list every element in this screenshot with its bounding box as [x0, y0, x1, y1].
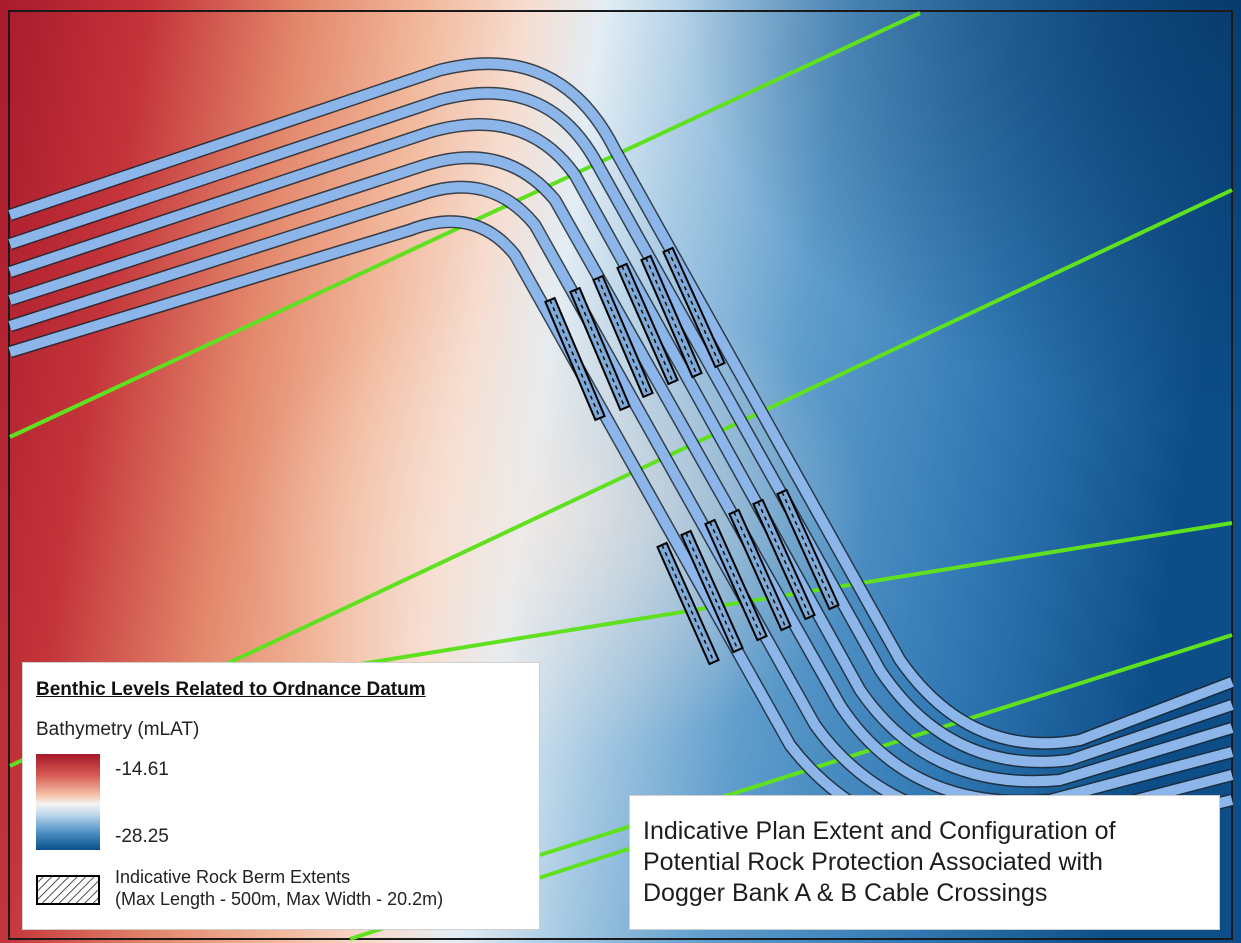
rock-berm-outline: [776, 488, 840, 611]
rock-berm-6: [662, 246, 726, 369]
rock-berm-outline: [662, 246, 726, 369]
legend-berm-line1: Indicative Rock Berm Extents: [115, 867, 351, 887]
rock-berm-hatch: [549, 299, 601, 419]
bathymetry-color-ramp: [36, 754, 100, 850]
rock-berm-hatch: [645, 257, 698, 376]
rock-berm-outline: [640, 254, 703, 379]
map-border: [8, 10, 1233, 940]
corridor-fill: [8, 119, 1234, 787]
rock-berm-5: [640, 254, 703, 379]
rock-berm-hatch: [709, 521, 763, 639]
legend-berm-line2: (Max Length - 500m, Max Width - 20.2m): [115, 889, 444, 909]
rock-berm-7: [656, 541, 720, 666]
cable-corridor-1: [7, 57, 1235, 750]
rock-berm-hatch: [685, 532, 739, 651]
rock-berm-outline: [704, 518, 768, 642]
rock-berm-4: [616, 262, 679, 386]
title-line-3: Dogger Bank A & B Cable Crossings: [643, 879, 1048, 907]
title-box: Indicative Plan Extent and Configuration…: [629, 795, 1220, 930]
rock-berm-hatch: [661, 544, 715, 663]
rock-berm-11: [752, 498, 816, 621]
legend-panel: Benthic Levels Related to Ordnance Datum…: [22, 662, 540, 930]
title-line-2: Potential Rock Protection Associated wit…: [643, 848, 1103, 876]
legend-heading: Benthic Levels Related to Ordnance Datum: [36, 679, 426, 700]
rock-berm-hatch: [597, 277, 649, 396]
rock-berm-outline: [616, 262, 679, 386]
rock-berm-12: [776, 488, 840, 611]
legend-berm-label: Indicative Rock Berm Extents (Max Length…: [115, 866, 443, 910]
rock-berm-3: [592, 274, 654, 399]
rock-berm-symbol-icon: [36, 875, 100, 905]
rock-berm-hatch: [781, 491, 835, 608]
rock-berm-outline: [728, 508, 792, 632]
title-text: Indicative Plan Extent and Configuration…: [643, 816, 1116, 909]
rock-berm-hatch: [733, 511, 787, 629]
rock-berm-1: [544, 296, 606, 422]
cable-corridor-2: [7, 86, 1235, 769]
corridor-fill: [8, 58, 1234, 749]
legend-min-value: -28.25: [115, 826, 169, 847]
rock-berm-hatch: [574, 289, 626, 409]
legend-max-value: -14.61: [115, 759, 169, 780]
rock-berms: [544, 246, 840, 666]
title-line-1: Indicative Plan Extent and Configuration…: [643, 817, 1116, 845]
rock-berm-hatch: [667, 249, 721, 366]
corridor-fill: [8, 88, 1234, 767]
rock-berm-8: [680, 529, 744, 654]
rock-berm-hatch: [621, 265, 674, 383]
legend-bathymetry-label: Bathymetry (mLAT): [36, 719, 200, 740]
cable-corridor-3: [7, 117, 1234, 788]
rock-berm-outline: [592, 274, 654, 399]
rock-berm-outline: [752, 498, 816, 621]
rock-berm-hatch: [757, 501, 811, 618]
rock-berm-10: [728, 508, 792, 632]
rock-berm-9: [704, 518, 768, 642]
rock-berm-2: [569, 286, 631, 412]
